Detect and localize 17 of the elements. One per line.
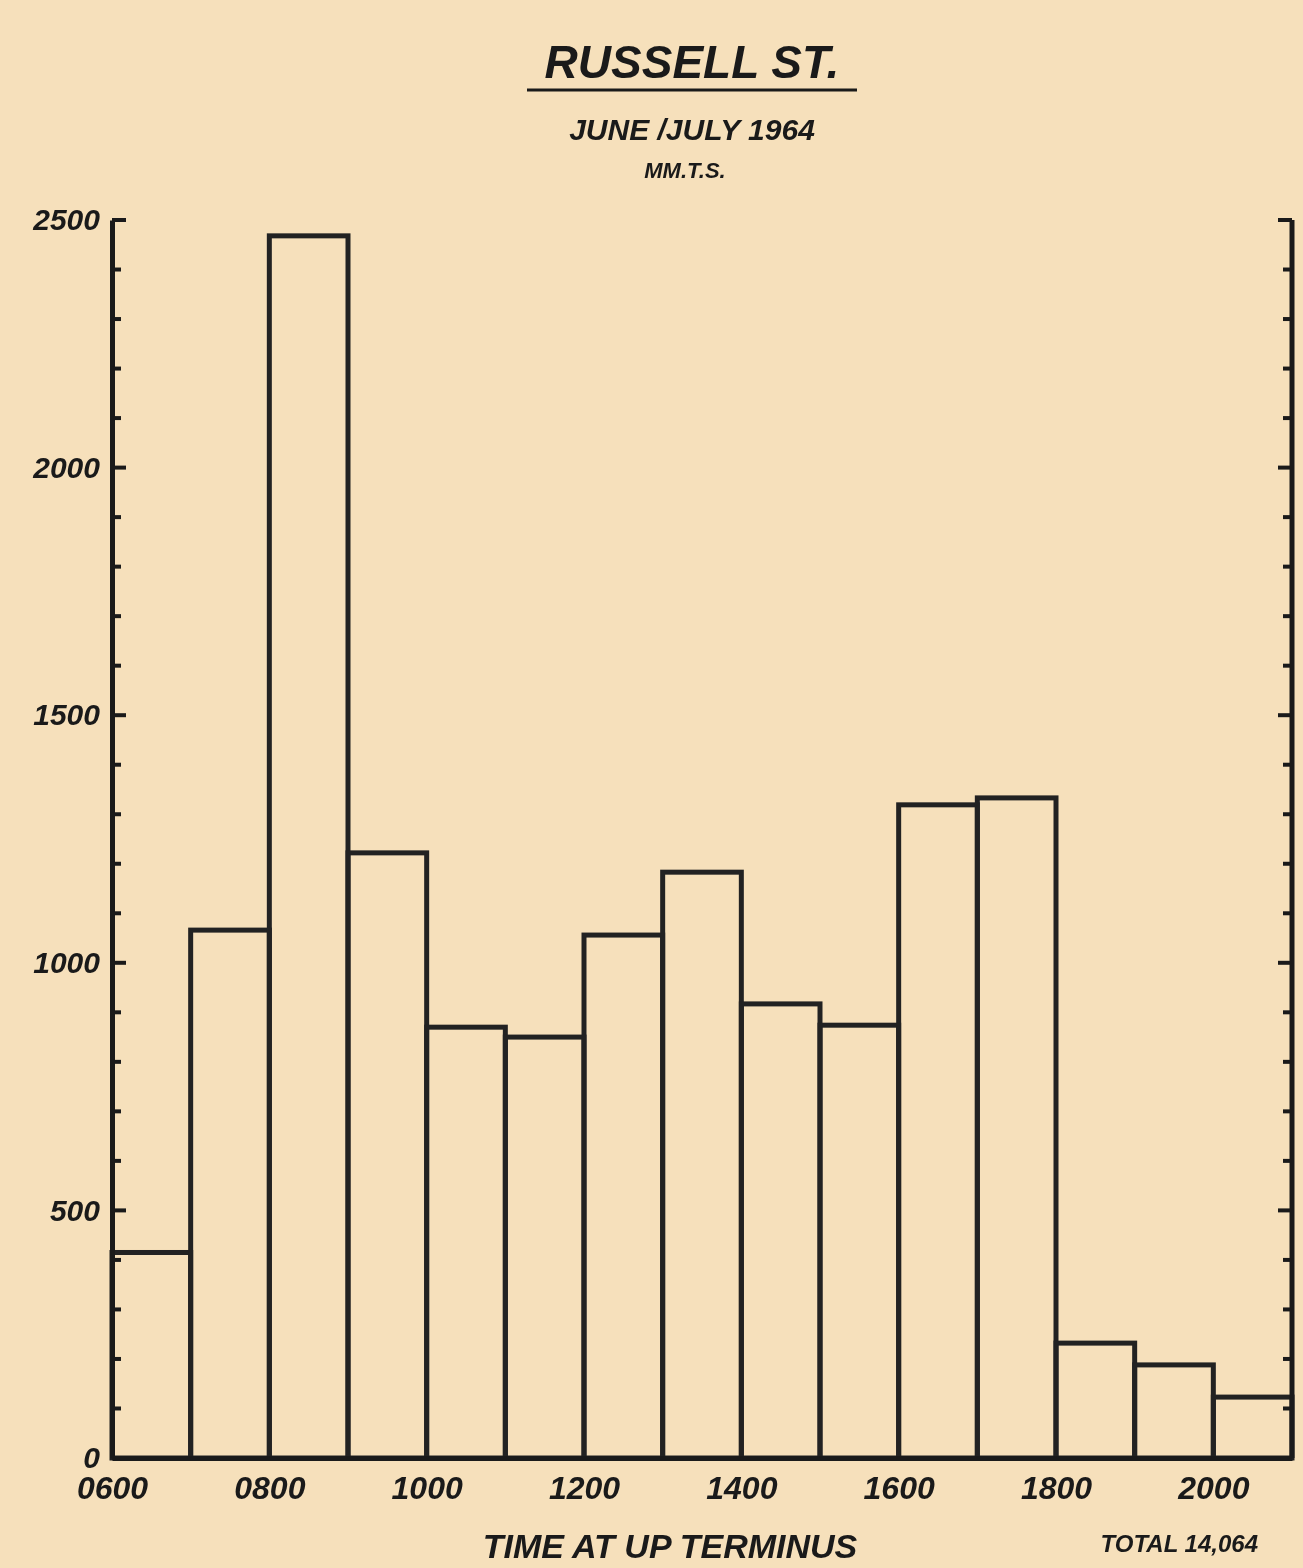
y-tick-label: 1500 <box>33 698 101 732</box>
chart-subtitle: JUNE /JULY 1964 <box>569 113 816 146</box>
x-tick-label: 1200 <box>548 1469 621 1506</box>
x-tick-label: 0800 <box>234 1469 306 1506</box>
text: TOTAL 14,064 <box>1100 1530 1258 1557</box>
x-axis-title: TIME AT UP TERMINUS <box>482 1527 858 1565</box>
x-tick-label: 1800 <box>1020 1469 1093 1506</box>
y-tick-label: 2500 <box>32 203 101 237</box>
x-tick-label: 1000 <box>391 1469 463 1506</box>
y-tick-label: 500 <box>49 1193 101 1227</box>
y-tick-label: 1000 <box>33 945 101 979</box>
x-tick-label: 1400 <box>706 1469 778 1506</box>
text: MM.T.S. <box>644 158 726 183</box>
chart-title: RUSSELL ST. <box>544 36 840 88</box>
x-tick-label: 1600 <box>863 1469 935 1506</box>
x-tick-label: 2000 <box>1177 1469 1250 1506</box>
y-tick-label: 2000 <box>32 450 101 484</box>
